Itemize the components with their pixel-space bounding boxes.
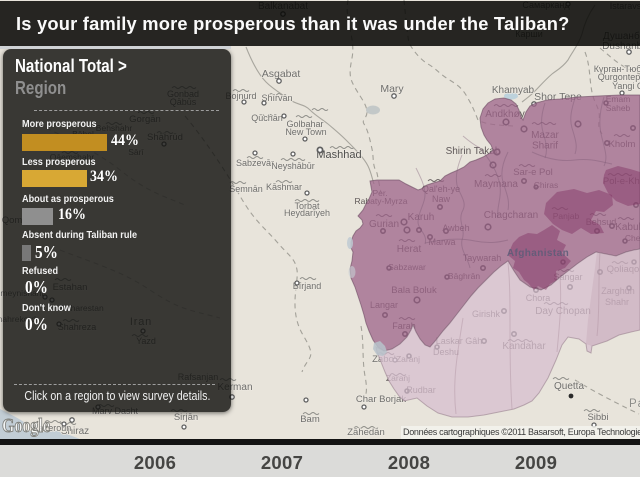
svg-text:New Town: New Town — [285, 127, 326, 137]
svg-text:Bojnurd: Bojnurd — [225, 91, 256, 101]
svg-text:Kazeroún: Kazeroún — [33, 423, 72, 433]
svg-text:Qūchān: Qūchān — [251, 113, 283, 123]
svg-text:Qurgonteppa: Qurgonteppa — [598, 72, 640, 82]
svg-text:Afghanistan: Afghanistan — [507, 248, 569, 259]
svg-text:Bīrjand: Bīrjand — [293, 281, 322, 291]
svg-text:Kāshmar: Kāshmar — [266, 182, 302, 192]
svg-text:Asgabat: Asgabat — [262, 68, 301, 80]
svg-text:Sibbi: Sibbi — [587, 412, 608, 423]
svg-text:Mashhad: Mashhad — [316, 149, 361, 161]
svg-text:Shiraz: Shiraz — [61, 426, 89, 437]
svg-text:Shirin Takab: Shirin Takab — [446, 146, 501, 157]
svg-text:Quetta: Quetta — [554, 381, 584, 392]
svg-text:Pakistan: Pakistan — [629, 398, 640, 410]
svg-text:Heydarīyeh: Heydarīyeh — [284, 208, 330, 218]
svg-text:Курган-Тюбе: Курган-Тюбе — [594, 64, 640, 74]
svg-text:Zāhedān: Zāhedān — [347, 427, 385, 438]
svg-text:Shīrvān: Shīrvān — [261, 93, 292, 103]
svg-text:Yangi Qala: Yangi Qala — [612, 81, 640, 91]
svg-text:Khamyab: Khamyab — [492, 85, 535, 96]
svg-text:Neyshābūr: Neyshābūr — [271, 161, 315, 171]
svg-text:Mary: Mary — [380, 83, 404, 95]
svg-text:Sabzevār: Sabzevār — [236, 158, 274, 168]
svg-text:Char Borjak: Char Borjak — [356, 394, 406, 405]
svg-text:Golbahar: Golbahar — [286, 119, 323, 129]
svg-text:Sirjān: Sirjān — [174, 412, 198, 423]
svg-text:Torbat: Torbat — [294, 201, 320, 211]
svg-text:Bam: Bam — [300, 414, 320, 425]
svg-text:Semnān: Semnān — [229, 184, 263, 194]
